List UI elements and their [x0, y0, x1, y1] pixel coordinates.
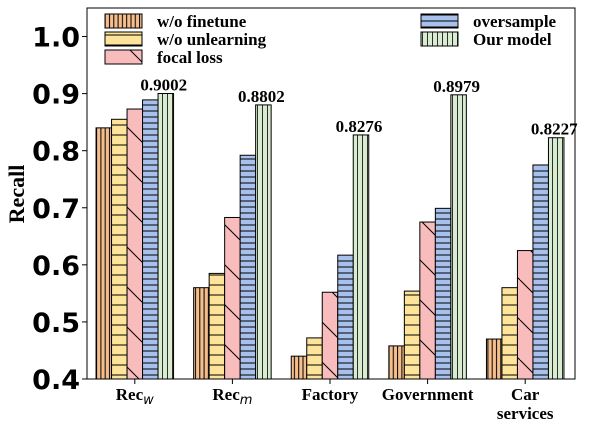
y-tick-label: 0.7	[32, 194, 80, 225]
y-tick-label: 0.4	[32, 365, 80, 396]
data-label: 0.8979	[433, 77, 480, 96]
y-tick-label: 0.9	[32, 80, 80, 111]
bar-hatch	[388, 345, 405, 380]
data-label: 0.9002	[140, 76, 187, 95]
x-tick-main: Car	[511, 385, 540, 404]
bar-hatch	[224, 216, 241, 380]
legend-label: w/o finetune	[157, 12, 247, 31]
bar-hatch	[306, 337, 323, 380]
x-tick-label: Recw	[116, 385, 154, 408]
y-axis-label: Recall	[4, 165, 29, 224]
y-axis: 0.4 0.5 0.6 0.7 0.8 0.9 1.0	[32, 23, 87, 396]
bar-hatch	[255, 104, 272, 380]
bar-hatch	[419, 221, 436, 380]
data-label: 0.8276	[336, 117, 383, 136]
bar-hatch	[450, 94, 467, 380]
plot-frame	[86, 7, 576, 380]
bar-hatch	[403, 290, 421, 380]
legend-label: w/o unlearning	[157, 30, 267, 49]
y-tick-label: 1.0	[32, 23, 80, 54]
x-tick-subscript: m	[240, 393, 253, 408]
x-tick-subscript: w	[143, 393, 154, 408]
bar-hatch	[239, 154, 257, 380]
bar-hatch	[516, 250, 534, 380]
data-labels-group: 0.9002 0.8802 0.8276 0.8979 0.8227	[140, 76, 578, 139]
bar-hatch	[337, 254, 354, 380]
x-tick-label: Recm	[212, 385, 252, 408]
bar-hatch	[547, 137, 565, 380]
x-tick-label: Factory	[302, 385, 359, 404]
bar-hatch	[290, 355, 308, 380]
bar-hatch	[157, 93, 175, 380]
x-tick-label-line2: services	[497, 404, 554, 423]
legend-label: focal loss	[157, 48, 223, 67]
bar-hatch	[501, 287, 518, 380]
x-tick-main: Government	[382, 385, 474, 404]
legend-swatch-hatch	[104, 31, 143, 47]
data-label: 0.8227	[531, 120, 578, 139]
x-tick-main: Factory	[302, 385, 359, 404]
legend-label: oversample	[473, 12, 557, 31]
bar-hatch	[193, 287, 210, 380]
legend-swatch-hatch	[420, 13, 459, 29]
bar-hatch	[208, 272, 226, 380]
y-tick-label: 0.5	[32, 308, 80, 339]
bar-hatch	[126, 108, 144, 380]
bar-hatch	[434, 207, 452, 380]
x-tick-main: Rec	[212, 385, 240, 404]
legend-swatch-hatch	[104, 13, 143, 29]
x-tick-main: Rec	[116, 385, 144, 404]
bar-hatch	[142, 99, 159, 380]
legend-swatch-hatch	[420, 31, 459, 47]
y-tick-label: 0.6	[32, 251, 80, 282]
bar-hatch	[321, 291, 339, 380]
x-tick-label: Government	[382, 385, 474, 404]
bar-hatch	[352, 134, 370, 380]
legend-label: Our model	[473, 30, 552, 49]
data-label: 0.8802	[238, 87, 285, 106]
x-tick-label: Car	[511, 385, 540, 404]
legend-swatch-hatch	[104, 49, 143, 65]
bars-group	[95, 93, 565, 380]
y-tick-label: 0.8	[32, 137, 80, 168]
bar-hatch	[111, 118, 128, 380]
bar-hatch	[532, 164, 549, 380]
bar-hatch	[95, 127, 113, 380]
bar-hatch	[485, 338, 503, 380]
